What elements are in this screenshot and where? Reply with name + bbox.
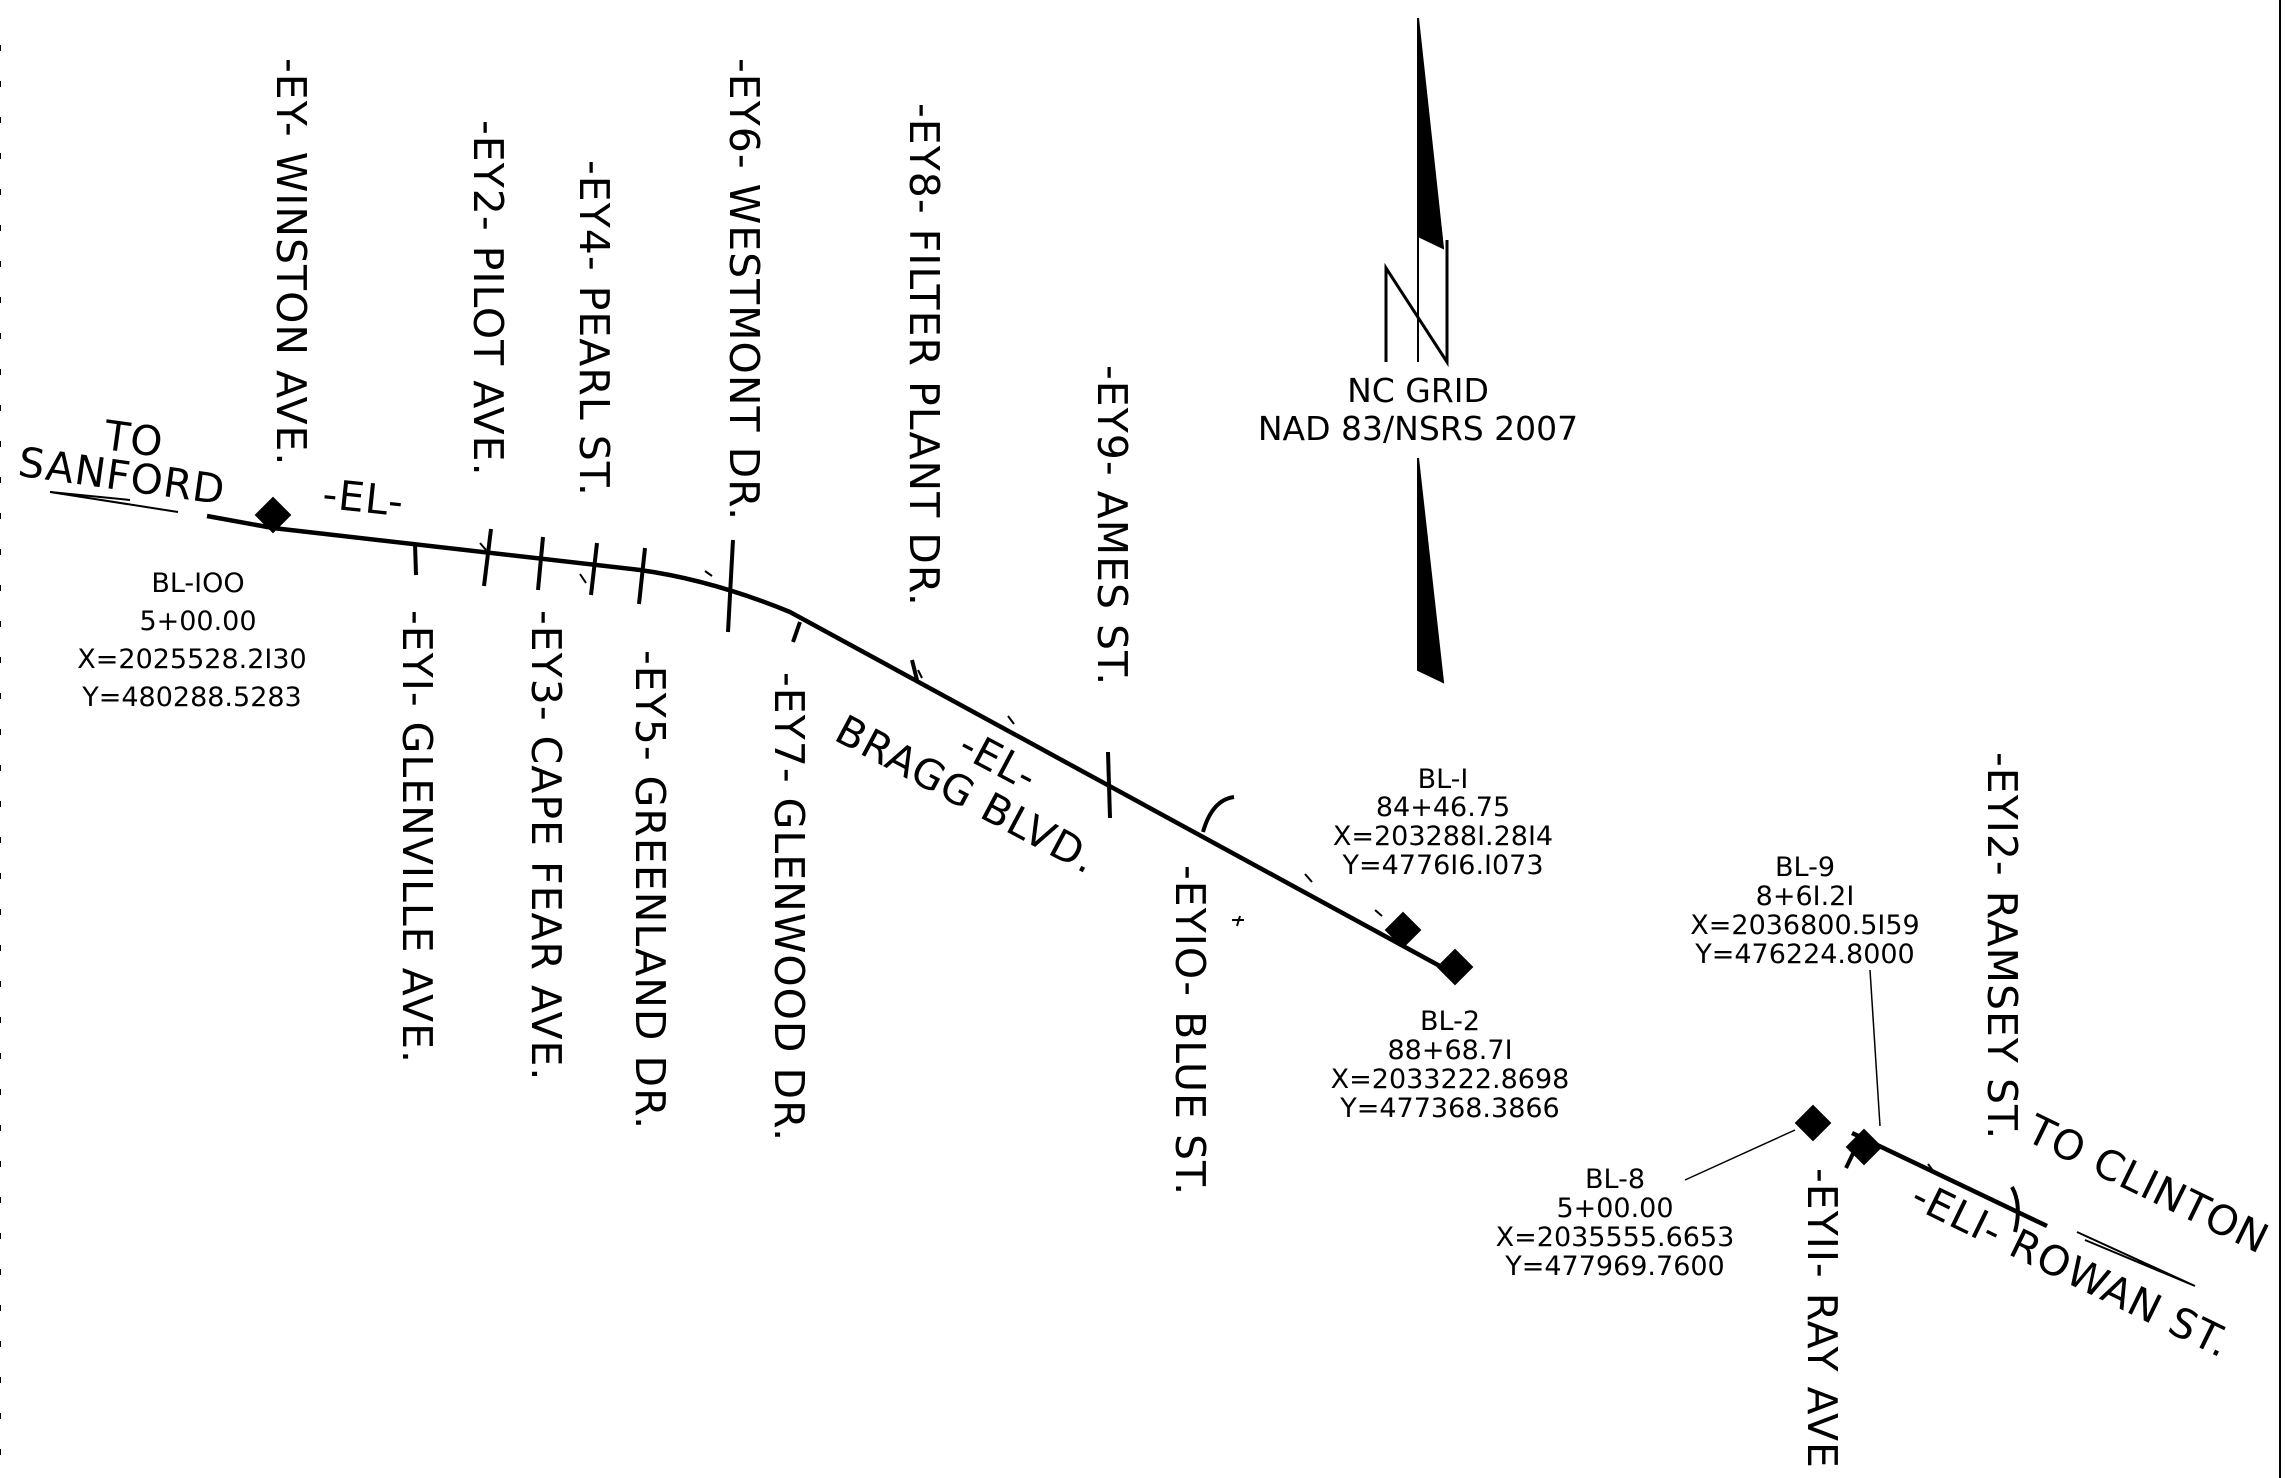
el-label-west: -EL- bbox=[320, 470, 406, 526]
bl9-annotation: BL-9 8+6I.2I X=2036800.5I59 Y=476224.800… bbox=[1690, 852, 1919, 970]
bl1-x: X=203288I.28I4 bbox=[1333, 821, 1553, 852]
ey5-greenland-label: -EY5- GREENLAND DR. bbox=[626, 650, 674, 1130]
ey12-tick bbox=[2010, 1186, 2020, 1233]
ey4-pearl-label: -EY4- PEARL ST. bbox=[570, 160, 618, 497]
bl100-y: Y=480288.5283 bbox=[81, 682, 301, 713]
ey7-glenwood-label: -EY7- GLENWOOD DR. bbox=[765, 672, 813, 1142]
bl1-marker bbox=[1384, 911, 1422, 949]
ey10-blue-label: -EYIO- BLUE ST. bbox=[1166, 865, 1214, 1196]
bl9-marker bbox=[1845, 1128, 1883, 1166]
ey1-glenville-label: -EYI- GLENVILLE AVE. bbox=[393, 610, 441, 1064]
ey11-ray-label: -EYII- RAY AVE bbox=[1798, 1168, 1846, 1469]
bl1-name: BL-I bbox=[1418, 764, 1469, 795]
bl9-y: Y=476224.8000 bbox=[1694, 939, 1914, 970]
bl9-station: 8+6I.2I bbox=[1756, 881, 1855, 912]
bl1-annotation: BL-I 84+46.75 X=203288I.28I4 Y=4776I6.I0… bbox=[1333, 764, 1553, 881]
minor-ticks bbox=[479, 542, 1383, 927]
el-alignment-line bbox=[206, 513, 1462, 979]
eli-alignment-line bbox=[1851, 1130, 2048, 1229]
to-clinton-arrow bbox=[2076, 1231, 2196, 1287]
ey12-ramsey-label: -EYI2- RAMSEY ST. bbox=[1978, 752, 2026, 1140]
ey8-filterplant-label: -EY8- FILTER PLANT DR. bbox=[900, 103, 948, 607]
ey2-pilot-label: -EY2- PILOT AVE. bbox=[464, 120, 512, 477]
north-arrow-datum-label: NAD 83/NSRS 2007 bbox=[1258, 409, 1578, 448]
bl100-marker bbox=[254, 496, 292, 534]
to-sanford-arrow bbox=[49, 491, 179, 513]
ey-winston-label: -EY- WINSTON AVE. bbox=[267, 58, 315, 466]
bl8-leader bbox=[1684, 1129, 1796, 1181]
bl8-name: BL-8 bbox=[1585, 1164, 1645, 1195]
bl8-marker bbox=[1794, 1104, 1832, 1142]
ey6-westmont-label: -EY6- WESTMONT DR. bbox=[720, 58, 768, 521]
bl100-station: 5+00.00 bbox=[139, 606, 256, 637]
bl8-x: X=2035555.6653 bbox=[1496, 1222, 1735, 1253]
bl2-marker bbox=[1436, 948, 1474, 986]
bl8-annotation: BL-8 5+00.00 X=2035555.6653 Y=477969.760… bbox=[1496, 1164, 1735, 1282]
bl2-annotation: BL-2 88+68.7I X=2033222.8698 Y=477368.38… bbox=[1331, 1006, 1570, 1124]
north-arrow-icon bbox=[1384, 17, 1449, 684]
bl9-name: BL-9 bbox=[1775, 852, 1835, 883]
side-street-ticks bbox=[413, 528, 1235, 833]
bl2-x: X=2033222.8698 bbox=[1331, 1064, 1570, 1095]
ey3-capefear-label: -EY3- CAPE FEAR AVE. bbox=[522, 610, 570, 1081]
ey9-ames-label: -EY9- AMES ST. bbox=[1088, 365, 1136, 686]
bl100-name: BL-IOO bbox=[151, 568, 244, 599]
bl100-annotation: BL-IOO 5+00.00 X=2025528.2I30 Y=480288.5… bbox=[77, 568, 306, 713]
bl8-station: 5+00.00 bbox=[1556, 1193, 1673, 1224]
bl2-name: BL-2 bbox=[1420, 1006, 1480, 1037]
north-arrow-grid-label: NC GRID bbox=[1347, 371, 1489, 410]
to-sanford-label-1: TO bbox=[100, 411, 166, 467]
bl8-y: Y=477969.7600 bbox=[1504, 1251, 1724, 1282]
bl2-y: Y=477368.3866 bbox=[1339, 1093, 1559, 1124]
bl1-station: 84+46.75 bbox=[1376, 792, 1510, 823]
bl100-x: X=2025528.2I30 bbox=[77, 644, 306, 675]
bl9-leader bbox=[1869, 969, 1881, 1127]
bl2-station: 88+68.7I bbox=[1387, 1035, 1512, 1066]
bl9-x: X=2036800.5I59 bbox=[1690, 910, 1919, 941]
bl1-y: Y=4776I6.I073 bbox=[1341, 850, 1543, 881]
